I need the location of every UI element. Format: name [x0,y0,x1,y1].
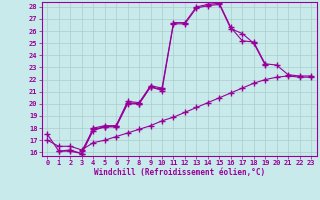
X-axis label: Windchill (Refroidissement éolien,°C): Windchill (Refroidissement éolien,°C) [94,168,265,177]
